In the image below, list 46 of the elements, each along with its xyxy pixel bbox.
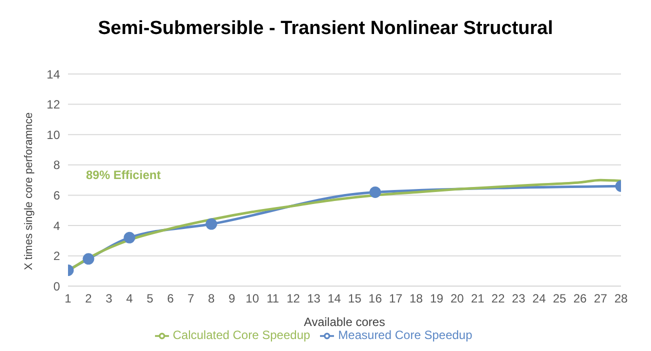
- x-tick-label: 7: [188, 292, 195, 306]
- annotation: 89% Efficient: [86, 168, 161, 182]
- chart-title: Semi-Submersible - Transient Nonlinear Structural: [96, 17, 554, 41]
- legend-label: Measured Core Speedup: [338, 328, 472, 342]
- y-tick-label: 4: [53, 218, 60, 233]
- x-tick-label: 3: [106, 292, 113, 306]
- x-axis-title: Available cores: [304, 315, 386, 330]
- y-tick-label: 12: [46, 98, 60, 112]
- x-tick-label: 13: [307, 292, 321, 306]
- x-tick-label: 22: [491, 292, 506, 306]
- y-tick-label: 6: [53, 188, 60, 202]
- x-tick-label: 11: [266, 292, 280, 306]
- x-tick-label: 6: [167, 292, 174, 306]
- x-tick-label: 10: [246, 292, 260, 306]
- y-tick-label: 2: [53, 249, 60, 264]
- y-tick-label: 14: [46, 67, 60, 82]
- x-tick-label: 17: [389, 292, 403, 306]
- x-tick-label: 14: [328, 292, 342, 306]
- x-tick-label: 2: [85, 292, 92, 306]
- x-tick-label: 5: [146, 292, 154, 306]
- x-tick-label: 9: [228, 292, 236, 306]
- x-tick-label: 8: [208, 292, 216, 306]
- y-tick-label: 10: [46, 128, 60, 142]
- x-tick-label: 19: [430, 292, 444, 306]
- x-tick-label: 16: [368, 292, 382, 306]
- x-tick-label: 25: [552, 292, 567, 306]
- y-axis-title: X times single core perforamnce: [22, 112, 35, 270]
- x-tick-label: 12: [286, 292, 300, 306]
- x-tick-label: 18: [410, 292, 424, 306]
- x-tick-label: 27: [594, 292, 608, 306]
- x-tick-label: 26: [573, 292, 588, 306]
- y-tick-label: 8: [53, 158, 60, 172]
- x-tick-label: 21: [470, 292, 485, 306]
- x-tick-label: 20: [450, 292, 464, 306]
- legend-label: Calculated Core Speedup: [172, 328, 310, 342]
- x-tick-label: 28: [614, 292, 628, 306]
- point: [206, 218, 218, 230]
- point: [82, 253, 94, 265]
- point: [124, 232, 136, 244]
- point: [369, 186, 381, 198]
- x-tick-label: 23: [512, 292, 526, 306]
- x-tick-label: 1: [64, 292, 72, 306]
- x-tick-label: 15: [348, 292, 362, 306]
- x-tick-label: 4: [126, 292, 134, 306]
- y-tick-label: 0: [53, 279, 60, 294]
- x-tick-label: 24: [532, 292, 546, 306]
